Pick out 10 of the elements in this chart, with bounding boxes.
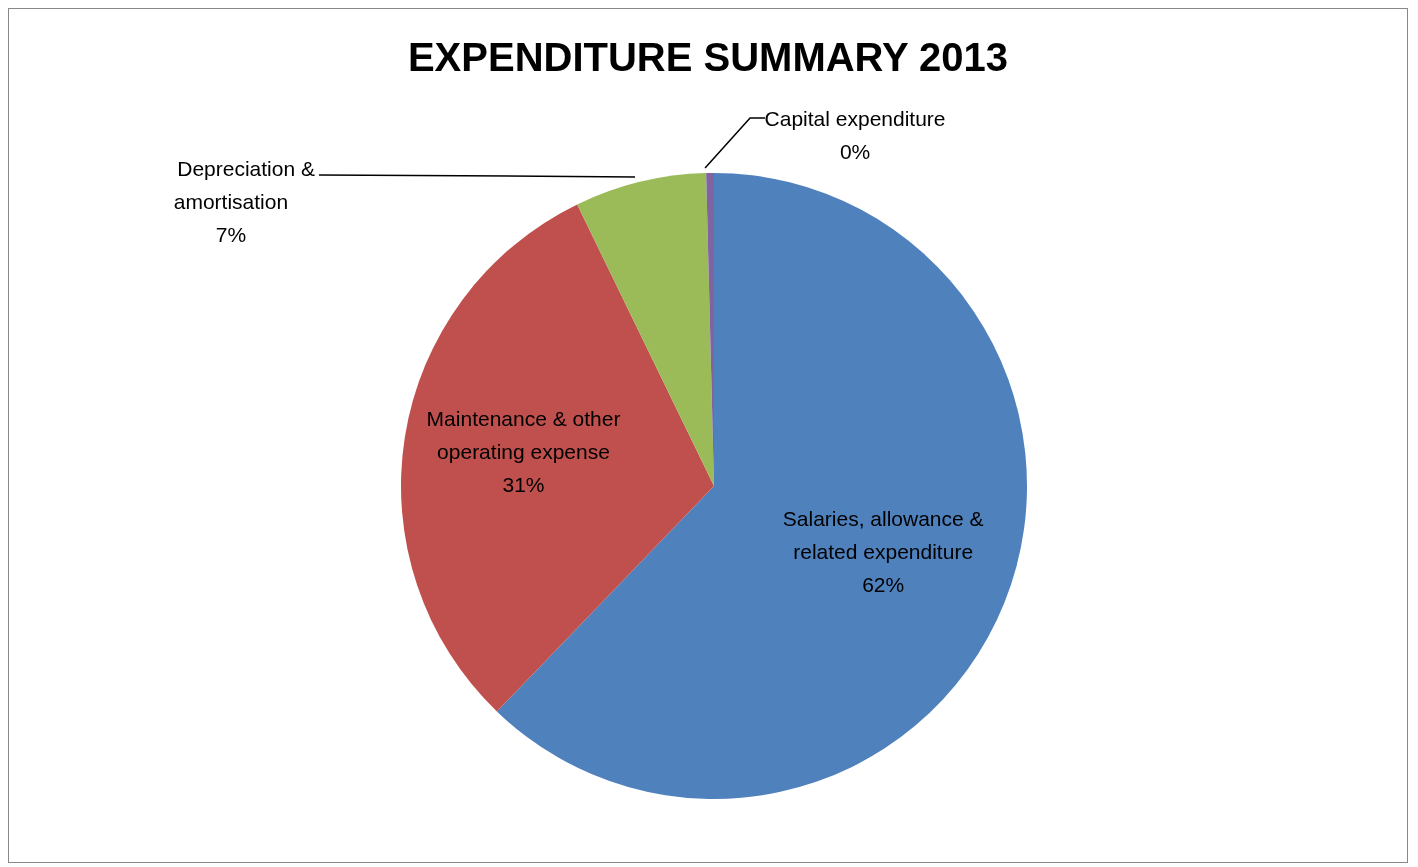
data-label: 31% (502, 473, 545, 497)
data-label: 0% (839, 139, 871, 163)
pie-slice (401, 204, 714, 712)
chart-title: EXPENDITURE SUMMARY 2013 (406, 35, 1010, 80)
slice-label: Salaries, allowance & related expenditure (782, 506, 984, 563)
slice-label: Capital expenditure (764, 106, 946, 130)
slice-label: Maintenance & other operating expense (426, 407, 621, 464)
data-label: 62% (862, 572, 905, 596)
slice-label: Depreciation & amortisation (173, 157, 315, 214)
data-label: 7% (215, 223, 247, 247)
